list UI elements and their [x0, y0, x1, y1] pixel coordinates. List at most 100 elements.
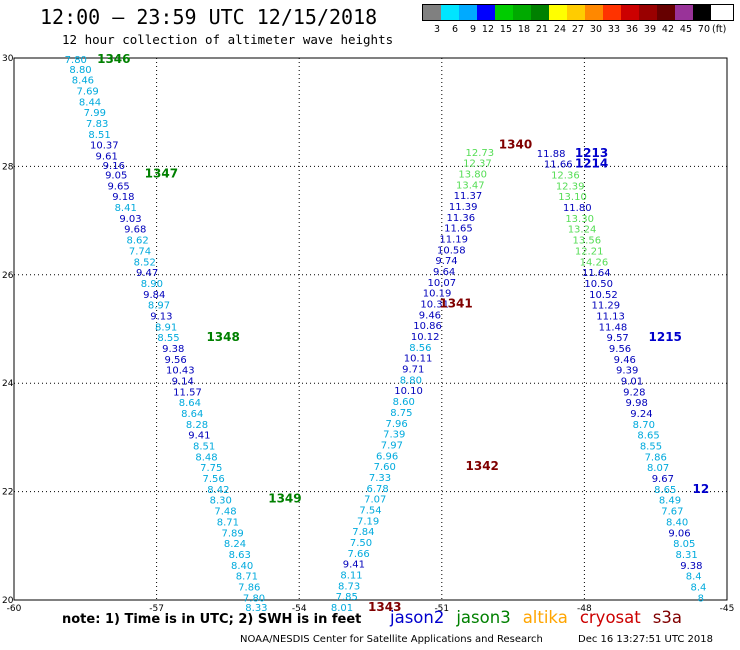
wave-height-point: 8.51: [88, 130, 110, 141]
track-time-label: 1346: [97, 52, 130, 66]
color-scale-tick-label: 27: [571, 24, 584, 35]
wave-height-point: 8.11: [340, 571, 362, 582]
wave-height-point: 8.44: [79, 97, 101, 108]
wave-height-point: 8.55: [640, 442, 662, 453]
color-scale-ticks: 3 6 9 12 15 18 21 24 27 30 33 36 39 42 45 70 (ft): [422, 24, 734, 35]
wave-height-point: 7.86: [238, 582, 260, 593]
y-tick-label: 30: [2, 54, 14, 64]
legend-item-jason3: jason3: [456, 608, 511, 627]
color-swatch: [423, 5, 441, 20]
color-swatch: [621, 5, 639, 20]
wave-height-point: 13.10: [558, 192, 587, 203]
wave-height-point: 11.19: [439, 234, 468, 245]
wave-height-point: 8.41: [115, 203, 137, 214]
wave-height-point: 9.74: [435, 256, 457, 267]
wave-height-point: 13.24: [568, 225, 597, 236]
wave-height-point: 13.56: [572, 236, 601, 247]
color-scale-tick-label: 33: [607, 24, 620, 35]
wave-height-point: 7.80: [243, 593, 265, 604]
wave-height-point: 7.74: [129, 246, 151, 257]
wave-height-point: 7.83: [86, 119, 108, 130]
wave-height-point: 8.05: [673, 539, 695, 550]
wave-height-point: 12.21: [575, 246, 604, 257]
wave-height-point: 7.86: [645, 452, 667, 463]
generation-timestamp: Dec 16 13:27:51 UTC 2018: [578, 634, 713, 645]
wave-height-point: 10.37: [90, 141, 119, 152]
wave-height-point: 8.91: [155, 322, 177, 333]
wave-height-point: 7.54: [359, 505, 381, 516]
wave-height-point: 9.13: [150, 311, 172, 322]
x-tick-label: -45: [720, 604, 735, 614]
wave-height-point: 7.67: [661, 507, 683, 518]
wave-height-point: 8.30: [210, 496, 232, 507]
color-swatch: [495, 5, 513, 20]
wave-height-point: 8.42: [207, 485, 229, 496]
wave-height-point: 7.07: [364, 495, 386, 506]
track-time-label: 1349: [268, 492, 301, 506]
wave-height-point: 8.71: [217, 517, 239, 528]
wave-height-point: 8.4: [691, 582, 707, 593]
y-tick-label: 28: [2, 162, 14, 172]
track-time-label: 1340: [499, 138, 532, 152]
wave-height-point: 9.46: [614, 355, 636, 366]
wave-height-point: 9.68: [124, 225, 146, 236]
wave-height-point: 11.37: [454, 191, 483, 202]
wave-height-point: 10.11: [404, 354, 433, 365]
wave-height-point: 13.80: [458, 169, 487, 180]
legend-item-s3a: s3a: [652, 608, 682, 627]
wave-height-point: 8.65: [654, 485, 676, 496]
wave-height-point: 9.56: [609, 344, 631, 355]
wave-height-point: 9.71: [402, 365, 424, 376]
wave-height-point: 7.84: [352, 527, 374, 538]
wave-height-point: 8.07: [647, 463, 669, 474]
legend-item-altika: altika: [522, 608, 568, 627]
wave-height-point: 8.64: [181, 409, 203, 420]
color-swatch: [513, 5, 531, 20]
wave-height-point: 12.37: [463, 159, 492, 170]
wave-height-point: 10.43: [166, 366, 195, 377]
legend-item-jason2: jason2: [390, 608, 445, 627]
track-time-label: 1341: [439, 297, 472, 311]
wave-height-point: 11.39: [449, 202, 478, 213]
track-time-label: 12: [693, 482, 710, 496]
wave-height-point: 8.28: [186, 420, 208, 431]
x-tick-label: -57: [149, 604, 164, 614]
wave-height-point: 9.01: [621, 376, 643, 387]
color-scale-tick-label: 3: [433, 24, 440, 35]
wave-height-point: 7.97: [381, 440, 403, 451]
wave-height-point: 8: [698, 593, 704, 604]
wave-height-point: 8.52: [134, 257, 156, 268]
wave-height-point: 11.13: [596, 311, 625, 322]
color-scale-tick-label: 42: [661, 24, 674, 35]
wave-height-point: 8.97: [148, 301, 170, 312]
wave-height-point: 7.85: [336, 592, 358, 603]
wave-height-point: 10.31: [420, 300, 449, 311]
color-scale-tick-label: 30: [589, 24, 602, 35]
wave-height-point: 9.39: [616, 366, 638, 377]
wave-height-point: 8.01: [331, 603, 353, 614]
wave-height-point: 9.03: [119, 214, 141, 225]
wave-height-point: 8.40: [231, 561, 253, 572]
track-time-label: 1343: [368, 600, 401, 614]
wave-height-point: 8.70: [633, 420, 655, 431]
wave-height-point: 8.62: [126, 236, 148, 247]
wave-height-point: 6.96: [376, 451, 398, 462]
color-scale-tick-label: 18: [517, 24, 530, 35]
wave-height-point: 9.56: [164, 355, 186, 366]
color-swatch: [675, 5, 693, 20]
satellite-legend: jason2 jason3 altika cryosat s3a: [390, 608, 682, 627]
color-swatch: [441, 5, 459, 20]
wave-height-point: 9.41: [343, 560, 365, 571]
color-scale-tick-label: 6: [451, 24, 458, 35]
wave-height-point: 8.75: [390, 408, 412, 419]
wave-height-point: 8.48: [195, 452, 217, 463]
track-time-label: 1347: [145, 166, 178, 180]
color-swatch: [567, 5, 585, 20]
color-scale-tick-label: 36: [625, 24, 638, 35]
wave-height-point: 10.86: [413, 321, 442, 332]
wave-height-point: 7.19: [357, 516, 379, 527]
wave-height-point: 8.49: [659, 496, 681, 507]
wave-height-point: 8.55: [157, 333, 179, 344]
chart-title: 12:00 – 23:59 UTC 12/15/2018: [40, 5, 378, 29]
wave-height-point: 7.75: [200, 463, 222, 474]
